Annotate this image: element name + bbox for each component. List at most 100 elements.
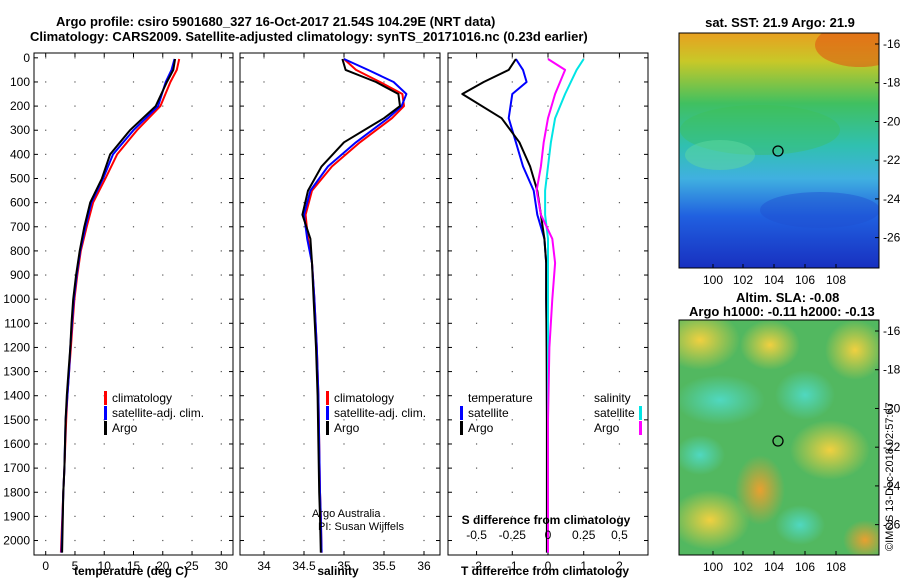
- grid-dot: [475, 274, 478, 276]
- grid-dot: [74, 226, 76, 228]
- grid-dot: [103, 153, 105, 155]
- temperature-axis-label: temperature (deg C): [74, 564, 188, 578]
- grid-dot: [162, 153, 164, 155]
- grid-dot: [343, 515, 345, 517]
- grid-dot: [475, 226, 478, 228]
- sst-argo-marker: [772, 145, 784, 157]
- grid-dot: [511, 346, 513, 349]
- legend-swatch-satellite: [104, 406, 107, 420]
- y-tick-label: 900: [10, 268, 30, 282]
- grid-dot: [618, 250, 621, 252]
- difference-panel: -2 -1 0 1 2 T difference from climatology S …: [447, 52, 649, 578]
- grid-dot: [303, 419, 305, 421]
- grid-dot: [191, 298, 193, 300]
- grid-dot: [618, 419, 621, 421]
- grid-dot: [475, 322, 478, 324]
- grid-dot: [475, 443, 478, 445]
- y-tick-label: 300: [10, 123, 30, 137]
- grid-dot: [220, 202, 222, 204]
- grid-dot: [191, 395, 193, 397]
- x-tick-label: 34.5: [292, 559, 316, 573]
- t-difference-axis-label: T difference from climatology: [461, 564, 629, 578]
- grid-dot: [343, 129, 345, 131]
- legend-heading-temperature: temperature: [468, 391, 533, 405]
- grid-dot: [583, 153, 585, 155]
- grid-dot: [511, 491, 513, 493]
- grid-dot: [132, 443, 135, 445]
- y-tick-label: 600: [10, 196, 30, 210]
- grid-dot: [303, 226, 305, 228]
- grid-dot: [132, 370, 135, 373]
- grid-dot: [74, 81, 76, 83]
- grid-dot: [343, 419, 345, 421]
- grid-dot: [162, 467, 164, 469]
- grid-dot: [263, 491, 265, 493]
- grid-dot: [423, 57, 425, 59]
- x-tick-label: 35: [337, 559, 351, 573]
- grid-dot: [423, 250, 425, 252]
- grid-dot: [45, 515, 47, 517]
- s-tick-label: 0.25: [572, 528, 596, 542]
- grid-dot: [583, 467, 585, 469]
- grid-dot: [103, 226, 105, 228]
- grid-dot: [383, 57, 385, 59]
- grid-dot: [263, 81, 265, 83]
- grid-dot: [220, 395, 222, 397]
- legend-swatch-argo: [104, 421, 107, 435]
- grid-dot: [423, 467, 425, 469]
- grid-dot: [220, 370, 222, 373]
- grid-dot: [303, 250, 305, 252]
- grid-dot: [103, 129, 105, 131]
- grid-dot: [132, 226, 135, 228]
- grid-dot: [45, 419, 47, 421]
- grid-dot: [618, 515, 621, 517]
- x-tick-label: 0: [42, 559, 49, 573]
- grid-dot: [423, 226, 425, 228]
- grid-dot: [263, 346, 265, 349]
- grid-dot: [383, 105, 385, 107]
- temperature-legend: climatology satellite-adj. clim. Argo: [104, 391, 204, 435]
- imos-credit: ©IMOS 13-Dec-2018 02:57:07: [884, 402, 896, 551]
- grid-dot: [191, 370, 193, 373]
- sla-map-frame: [678, 319, 880, 556]
- grid-dot: [103, 105, 105, 107]
- grid-dot: [583, 322, 585, 324]
- grid-dot: [132, 491, 135, 493]
- grid-dot: [423, 202, 425, 204]
- grid-dot: [191, 419, 193, 421]
- lat-tick-label: -18: [883, 363, 900, 377]
- legend-label-climatology: climatology: [334, 391, 394, 405]
- grid-dot: [74, 370, 76, 373]
- grid-dot: [191, 81, 193, 83]
- grid-dot: [132, 57, 135, 59]
- grid-dot: [45, 346, 47, 349]
- grid-dot: [583, 250, 585, 252]
- grid-dot: [45, 81, 47, 83]
- grid-dot: [475, 105, 478, 107]
- grid-dot: [263, 153, 265, 155]
- sla-lat-ticks: -16 -18 -20 -22 -24 -26: [875, 324, 900, 532]
- figure-title-line1: Argo profile: csiro 5901680_327 16-Oct-2…: [56, 14, 495, 29]
- grid-dot: [423, 443, 425, 445]
- grid-dot: [45, 298, 47, 300]
- grid-dot: [74, 443, 76, 445]
- grid-dot: [383, 419, 385, 421]
- grid-dot: [103, 202, 105, 204]
- grid-dot: [583, 129, 585, 131]
- grid-dot: [511, 467, 513, 469]
- grid-dot: [303, 515, 305, 517]
- grid-dot: [220, 322, 222, 324]
- grid-dot: [547, 57, 549, 59]
- grid-dot: [162, 346, 164, 349]
- credit-pi-name: PI: Susan Wijffels: [318, 521, 404, 533]
- grid-dot: [74, 129, 76, 131]
- lon-tick-label: 100: [703, 560, 723, 574]
- grid-dot: [383, 370, 385, 373]
- y-tick-label: 0: [23, 51, 30, 65]
- grid-dot: [263, 298, 265, 300]
- grid-dot: [45, 226, 47, 228]
- s-tick-label: -0.5: [466, 528, 487, 542]
- grid-dot: [343, 226, 345, 228]
- lon-tick-label: 108: [826, 560, 846, 574]
